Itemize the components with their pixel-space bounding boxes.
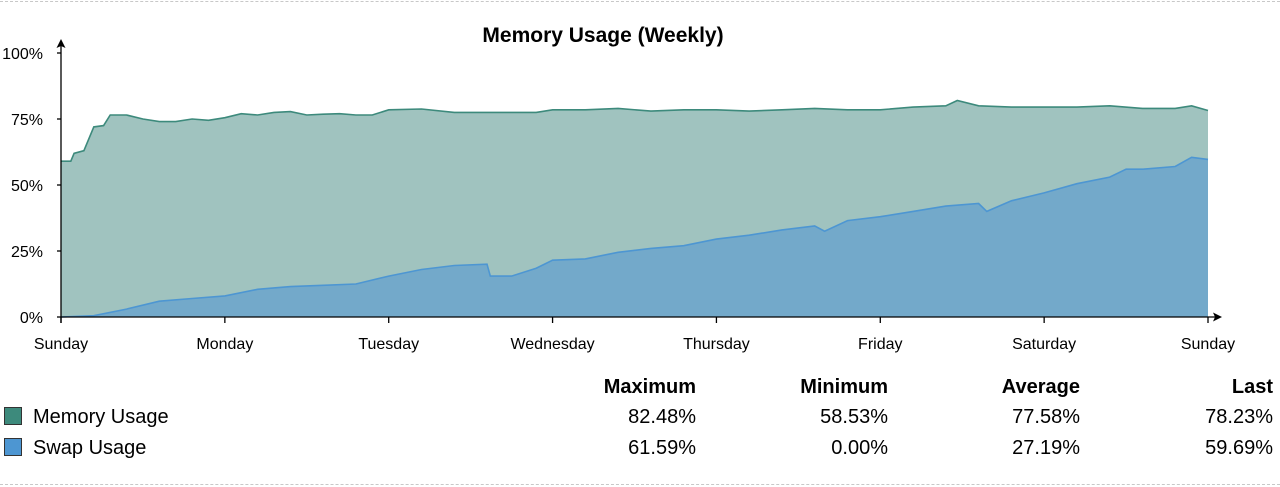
- legend-swatch-memory: [4, 407, 22, 425]
- legend-header-maximum: Maximum: [603, 376, 696, 398]
- x-tick-label: Tuesday: [358, 336, 419, 353]
- y-tick-label: 0%: [20, 310, 43, 327]
- y-tick-label: 50%: [11, 178, 43, 195]
- chart-axes: [56, 39, 1222, 323]
- y-tick-label: 25%: [11, 244, 43, 261]
- series-area-1: [61, 157, 1208, 317]
- legend-value: 61.59%: [628, 437, 696, 459]
- legend-value: 58.53%: [820, 406, 888, 428]
- y-tick-label: 75%: [11, 112, 43, 129]
- legend-value: 59.69%: [1205, 437, 1273, 459]
- bottom-divider: [0, 484, 1280, 485]
- legend-swatch-swap: [4, 438, 22, 456]
- legend-value: 27.19%: [1012, 437, 1080, 459]
- legend-row-swap: Swap Usage 61.59% 0.00% 27.19% 59.69%: [0, 437, 1280, 465]
- memory-usage-chart: Memory Usage (Weekly) Sunday Monday Tuesda…: [2, 24, 1235, 353]
- chart-ticks: Sunday Monday Tuesday Wednesday Thursday Frid…: [2, 46, 1235, 353]
- legend-series-name: Memory Usage: [33, 406, 169, 428]
- legend-value: 82.48%: [628, 406, 696, 428]
- x-tick-label: Thursday: [683, 336, 750, 353]
- legend-value: 77.58%: [1012, 406, 1080, 428]
- x-tick-label: Sunday: [1181, 336, 1235, 353]
- x-tick-label: Friday: [858, 336, 902, 353]
- chart-areas: [60, 99, 1209, 318]
- legend-value: 0.00%: [831, 437, 888, 459]
- chart-title: Memory Usage (Weekly): [482, 24, 723, 47]
- x-tick-label: Saturday: [1012, 336, 1076, 353]
- y-tick-label: 100%: [2, 46, 43, 63]
- top-divider: [0, 1, 1280, 2]
- legend-series-name: Swap Usage: [33, 437, 147, 459]
- legend-header-last: Last: [1231, 376, 1273, 398]
- x-axis-arrow: [1213, 312, 1222, 322]
- legend-row-memory: Memory Usage 82.48% 58.53% 77.58% 78.23%: [0, 406, 1280, 434]
- legend-value: 78.23%: [1205, 406, 1273, 428]
- legend-header-average: Average: [1001, 376, 1080, 398]
- series-line-1: [60, 156, 1209, 318]
- y-axis-arrow: [56, 39, 66, 48]
- x-tick-label: Sunday: [34, 336, 88, 353]
- x-tick-label: Monday: [196, 336, 253, 353]
- x-tick-label: Wednesday: [510, 336, 594, 353]
- legend-header-minimum: Minimum: [800, 376, 888, 398]
- series-line-0: [61, 99, 1209, 162]
